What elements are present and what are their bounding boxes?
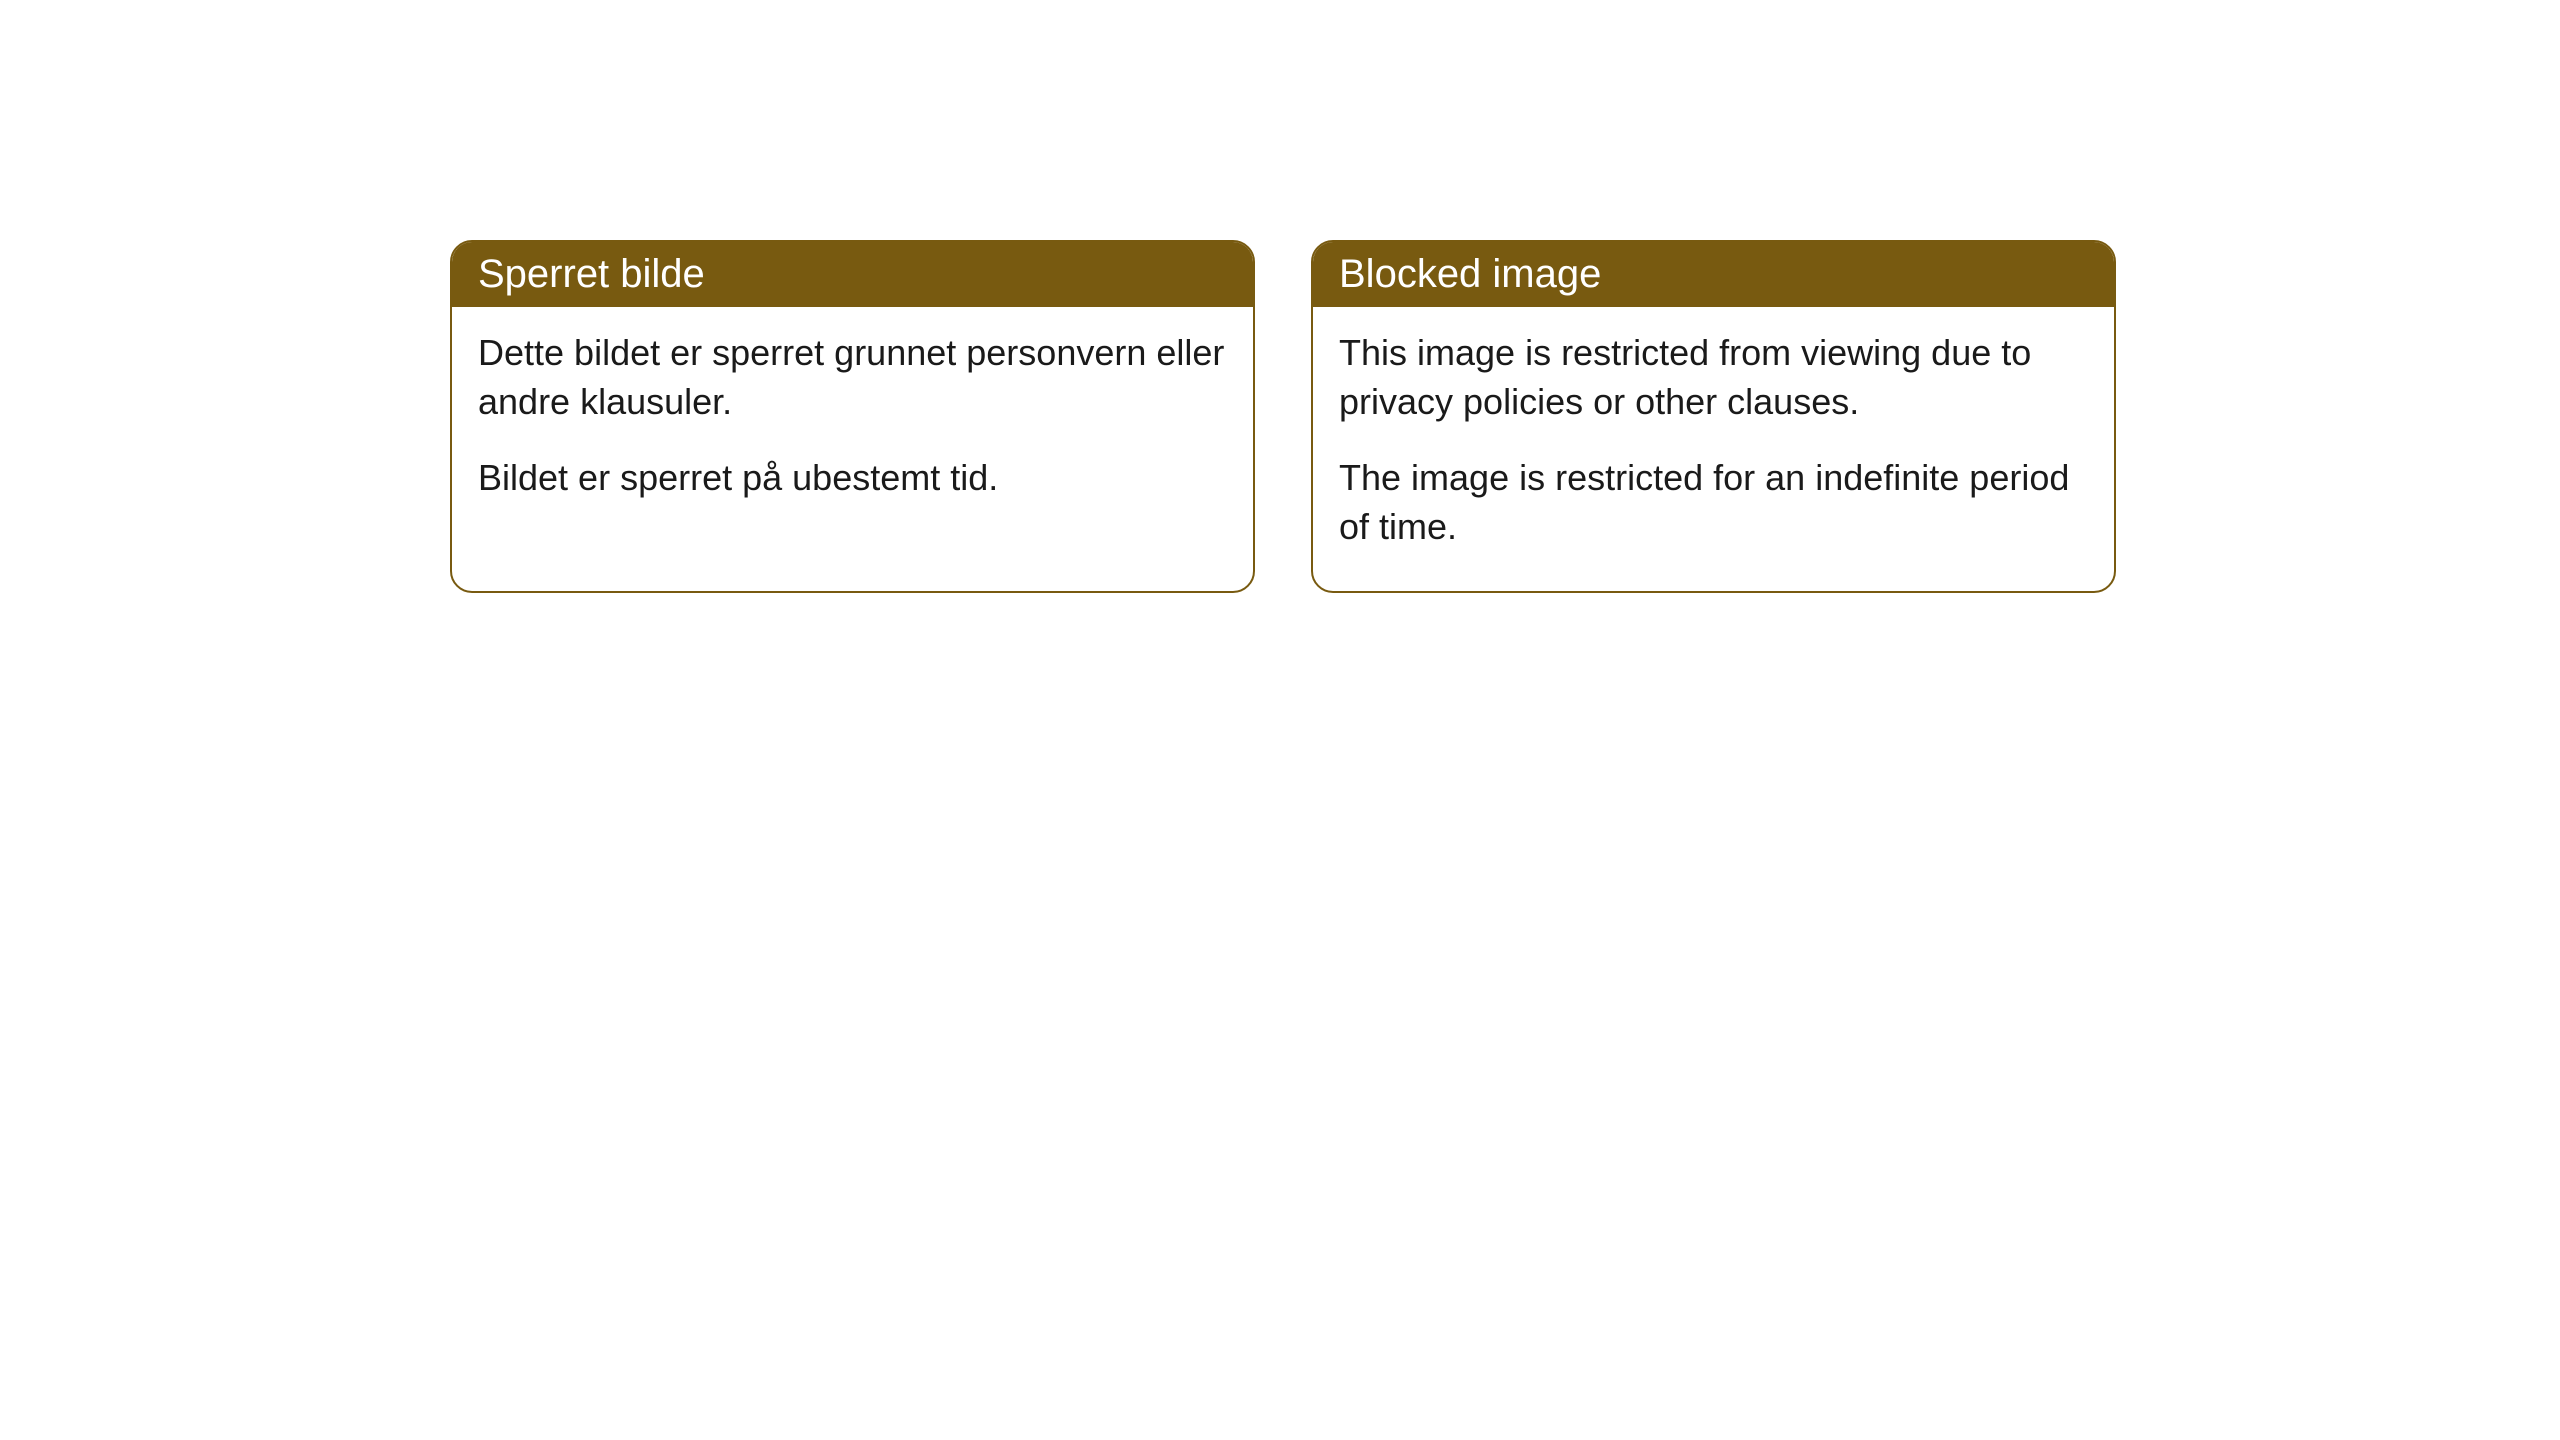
card-header: Sperret bilde (452, 242, 1253, 307)
card-header: Blocked image (1313, 242, 2114, 307)
card-body: This image is restricted from viewing du… (1313, 307, 2114, 591)
blocked-image-card-norwegian: Sperret bilde Dette bildet er sperret gr… (450, 240, 1255, 593)
card-title: Blocked image (1339, 252, 1601, 296)
card-paragraph: This image is restricted from viewing du… (1339, 329, 2088, 426)
notice-cards-container: Sperret bilde Dette bildet er sperret gr… (450, 240, 2116, 593)
card-paragraph: Bildet er sperret på ubestemt tid. (478, 454, 1227, 503)
card-paragraph: The image is restricted for an indefinit… (1339, 454, 2088, 551)
blocked-image-card-english: Blocked image This image is restricted f… (1311, 240, 2116, 593)
card-title: Sperret bilde (478, 252, 705, 296)
card-paragraph: Dette bildet er sperret grunnet personve… (478, 329, 1227, 426)
card-body: Dette bildet er sperret grunnet personve… (452, 307, 1253, 543)
